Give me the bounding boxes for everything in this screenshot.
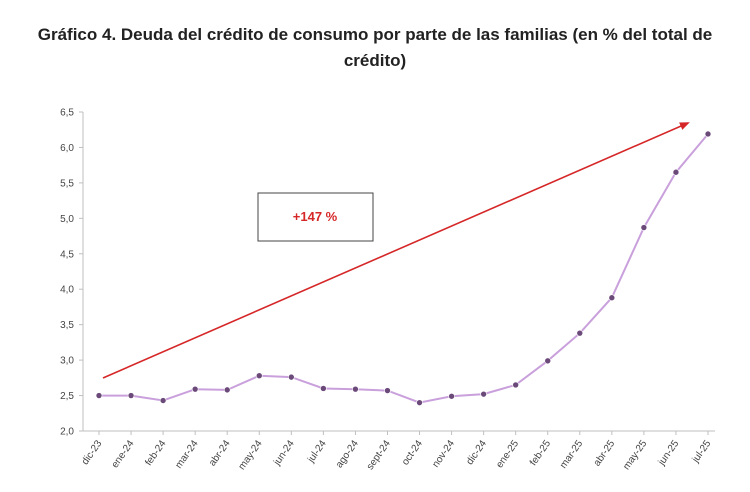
x-tick-label: mar-24 bbox=[173, 438, 200, 471]
data-point bbox=[127, 392, 135, 399]
x-tick-labels: dic-23 ene-24 feb-24 mar-24 abr-24 may-24 jun-… bbox=[80, 431, 714, 472]
x-tick-label: jun-25 bbox=[656, 438, 682, 468]
data-point bbox=[576, 329, 584, 337]
x-tick-label: jul-24 bbox=[305, 438, 329, 466]
y-tick-label: 5,5 bbox=[60, 178, 74, 189]
x-tick-label: dic-23 bbox=[80, 438, 105, 467]
trend-annotation: +147 % bbox=[102, 122, 690, 379]
x-tick-label: ago-24 bbox=[334, 438, 361, 470]
x-tick-label: jul-25 bbox=[690, 438, 714, 466]
x-tick-label: sept-24 bbox=[365, 438, 393, 472]
x-tick-label: feb-25 bbox=[528, 438, 554, 468]
x-tick-label: abr-25 bbox=[592, 438, 618, 468]
data-point bbox=[448, 392, 455, 400]
y-tick-labels: 2,0 2,5 3,0 3,5 4,0 4,5 5,0 5,5 6,0 6,5 bbox=[60, 108, 83, 438]
data-point bbox=[255, 372, 263, 380]
y-tick-label: 3,5 bbox=[60, 320, 74, 331]
data-point bbox=[384, 387, 391, 394]
data-point bbox=[191, 385, 199, 393]
data-point bbox=[223, 386, 231, 394]
data-point bbox=[352, 385, 359, 393]
y-tick-label: 4,0 bbox=[60, 285, 74, 296]
data-point bbox=[512, 381, 519, 389]
trend-arrow bbox=[102, 122, 690, 379]
y-tick-label: 4,5 bbox=[60, 249, 74, 260]
y-tick-label: 6,0 bbox=[60, 143, 74, 154]
y-tick-label: 5,0 bbox=[60, 214, 74, 225]
y-tick-label: 2,5 bbox=[60, 391, 74, 402]
x-tick-label: abr-24 bbox=[207, 438, 233, 468]
x-tick-label: mar-25 bbox=[558, 438, 585, 471]
y-tick-label: 2,0 bbox=[60, 427, 74, 438]
annotation-box bbox=[257, 192, 374, 242]
y-tick-label: 3,0 bbox=[60, 356, 74, 367]
data-point bbox=[159, 397, 167, 404]
data-point bbox=[544, 357, 552, 365]
x-tick-label: jun-24 bbox=[271, 438, 297, 468]
x-tick-label: feb-24 bbox=[143, 438, 169, 468]
chart-title: Gráfico 4. Deuda del crédito de consumo … bbox=[37, 25, 713, 70]
x-tick-label: ene-24 bbox=[110, 438, 137, 470]
data-point bbox=[480, 390, 487, 398]
x-tick-label: may-25 bbox=[621, 438, 649, 472]
data-point bbox=[608, 294, 616, 302]
y-tick-label: 6,5 bbox=[60, 108, 74, 119]
series-line bbox=[99, 133, 709, 404]
chart-axes bbox=[82, 112, 715, 432]
x-tick-label: nov-24 bbox=[430, 438, 457, 470]
annotation-label: +147 % bbox=[293, 209, 338, 224]
data-point bbox=[672, 168, 680, 176]
x-tick-label: ene-25 bbox=[494, 438, 521, 470]
data-point bbox=[640, 224, 648, 231]
x-tick-label: oct-24 bbox=[400, 438, 425, 467]
x-tick-label: dic-24 bbox=[464, 438, 489, 467]
data-point bbox=[416, 399, 423, 406]
data-series bbox=[95, 130, 712, 406]
data-point bbox=[704, 130, 712, 138]
x-tick-label: may-24 bbox=[237, 438, 265, 472]
data-point bbox=[320, 385, 327, 392]
data-point bbox=[288, 373, 295, 381]
data-point bbox=[95, 392, 103, 399]
